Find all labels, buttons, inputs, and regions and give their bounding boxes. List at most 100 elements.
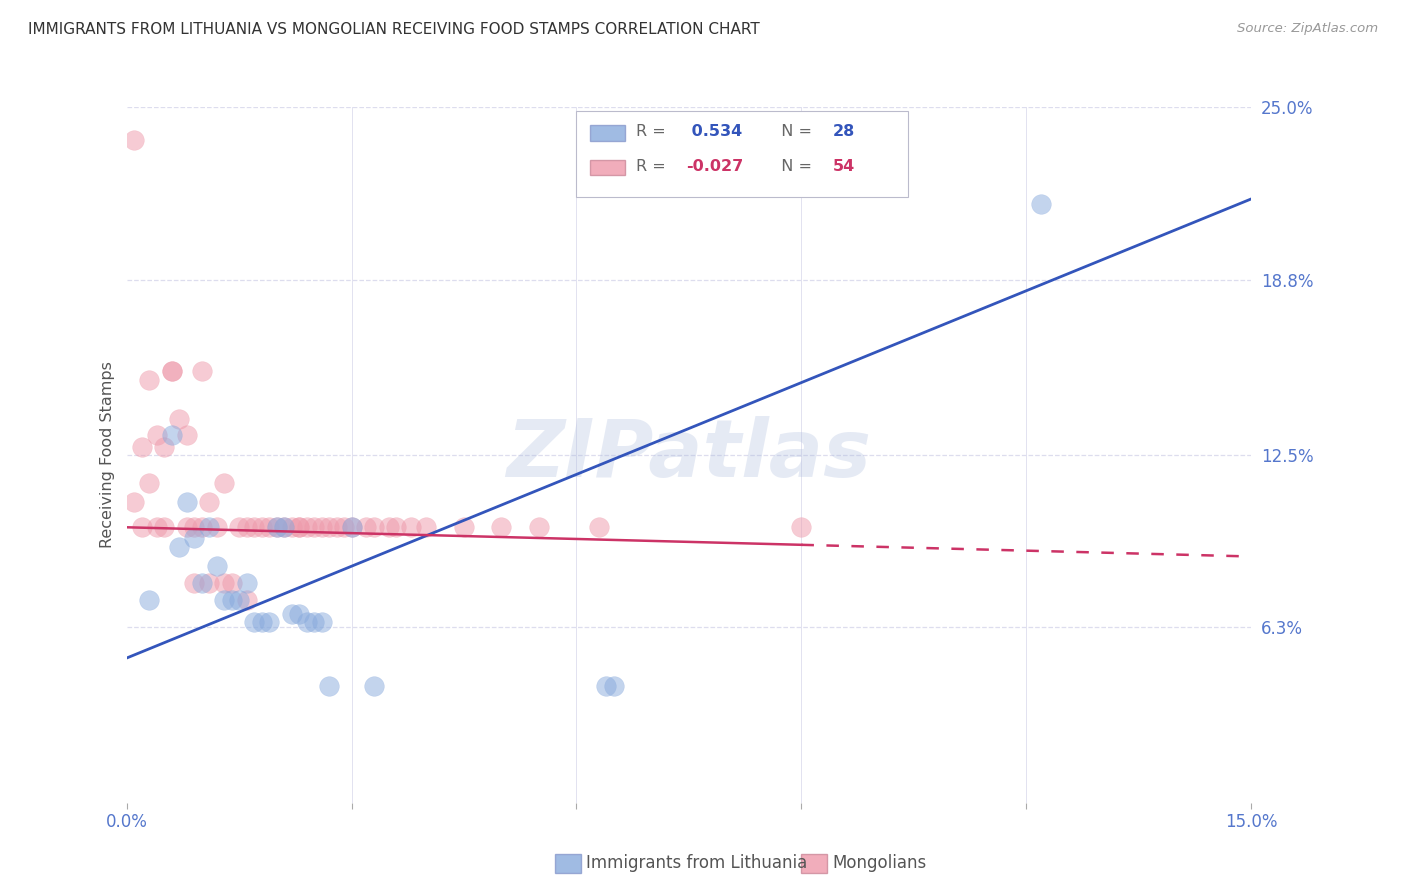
Point — [415, 520, 437, 534]
Point — [603, 679, 626, 693]
Point — [318, 679, 340, 693]
Point — [363, 520, 385, 534]
Point — [228, 592, 250, 607]
Point — [167, 411, 190, 425]
Point — [212, 592, 235, 607]
Point — [325, 520, 347, 534]
Point — [288, 520, 311, 534]
Point — [176, 495, 198, 509]
Point — [190, 576, 212, 591]
Point — [280, 607, 302, 621]
Point — [221, 576, 243, 591]
Point — [131, 520, 153, 534]
Point — [198, 520, 221, 534]
Point — [257, 615, 280, 629]
Point — [183, 532, 205, 546]
Point — [318, 520, 340, 534]
Point — [273, 520, 295, 534]
Point — [295, 520, 318, 534]
FancyBboxPatch shape — [576, 111, 908, 197]
Point — [491, 520, 513, 534]
Point — [340, 520, 363, 534]
Point — [160, 428, 183, 442]
Point — [1031, 197, 1053, 211]
Text: N =: N = — [770, 124, 817, 139]
Point — [401, 520, 423, 534]
Point — [153, 440, 176, 454]
Text: Source: ZipAtlas.com: Source: ZipAtlas.com — [1237, 22, 1378, 36]
Point — [145, 520, 167, 534]
Point — [363, 679, 385, 693]
Point — [160, 364, 183, 378]
Text: ZIPatlas: ZIPatlas — [506, 416, 872, 494]
Point — [295, 615, 318, 629]
Point — [273, 520, 295, 534]
Point — [302, 520, 325, 534]
Point — [280, 520, 302, 534]
Point — [153, 520, 176, 534]
Point — [160, 364, 183, 378]
Point — [205, 559, 228, 574]
Point — [235, 576, 257, 591]
Point — [235, 520, 257, 534]
Point — [167, 540, 190, 554]
Point — [378, 520, 401, 534]
Text: 0.534: 0.534 — [686, 124, 742, 139]
Point — [212, 576, 235, 591]
Point — [527, 520, 550, 534]
Point — [131, 440, 153, 454]
Point — [190, 364, 212, 378]
Text: Mongolians: Mongolians — [832, 855, 927, 872]
Bar — [555, 854, 581, 873]
Bar — [591, 160, 624, 176]
Point — [588, 520, 610, 534]
Point — [228, 520, 250, 534]
Point — [183, 576, 205, 591]
Text: N =: N = — [770, 159, 817, 174]
Point — [122, 495, 145, 509]
Point — [198, 576, 221, 591]
Point — [176, 520, 198, 534]
Point — [205, 520, 228, 534]
Point — [311, 520, 333, 534]
Point — [250, 615, 273, 629]
Point — [302, 615, 325, 629]
Text: R =: R = — [636, 124, 671, 139]
Text: Immigrants from Lithuania: Immigrants from Lithuania — [586, 855, 807, 872]
Point — [288, 607, 311, 621]
Point — [595, 679, 617, 693]
Point — [138, 592, 160, 607]
Point — [311, 615, 333, 629]
Point — [243, 615, 266, 629]
Y-axis label: Receiving Food Stamps: Receiving Food Stamps — [100, 361, 115, 549]
Point — [250, 520, 273, 534]
Point — [266, 520, 288, 534]
Point — [243, 520, 266, 534]
Point — [221, 592, 243, 607]
Point — [385, 520, 408, 534]
Point — [790, 520, 813, 534]
Point — [266, 520, 288, 534]
Point — [356, 520, 378, 534]
Point — [176, 428, 198, 442]
Text: -0.027: -0.027 — [686, 159, 744, 174]
Point — [138, 373, 160, 387]
Point — [257, 520, 280, 534]
Point — [340, 520, 363, 534]
Bar — [801, 854, 827, 873]
Point — [453, 520, 475, 534]
Point — [190, 520, 212, 534]
Point — [235, 592, 257, 607]
Text: 54: 54 — [832, 159, 855, 174]
Text: 28: 28 — [832, 124, 855, 139]
Point — [145, 428, 167, 442]
Text: IMMIGRANTS FROM LITHUANIA VS MONGOLIAN RECEIVING FOOD STAMPS CORRELATION CHART: IMMIGRANTS FROM LITHUANIA VS MONGOLIAN R… — [28, 22, 759, 37]
Point — [288, 520, 311, 534]
Text: R =: R = — [636, 159, 671, 174]
Bar — [591, 125, 624, 141]
Point — [333, 520, 356, 534]
Point — [138, 475, 160, 490]
Point — [212, 475, 235, 490]
Point — [198, 495, 221, 509]
Point — [183, 520, 205, 534]
